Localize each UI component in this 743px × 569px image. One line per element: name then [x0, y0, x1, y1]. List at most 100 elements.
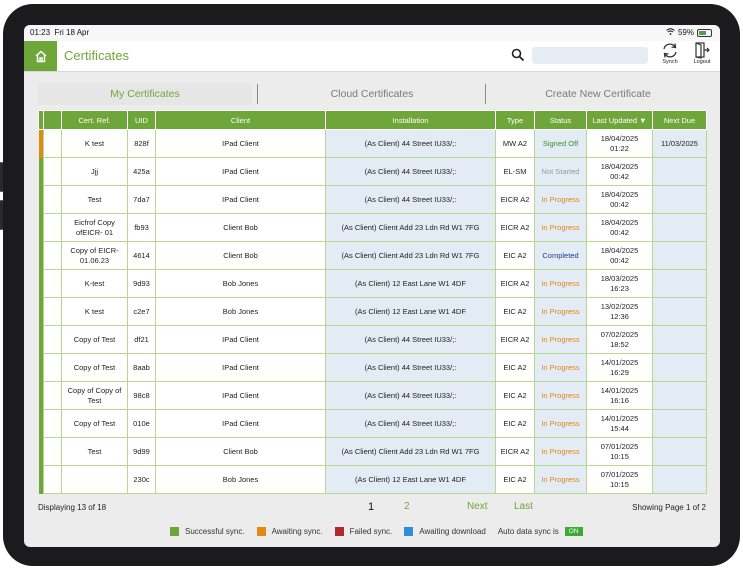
client-cell: IPad Client [155, 353, 326, 382]
logout-button[interactable]: Logout [688, 42, 716, 65]
client-cell: IPad Client [155, 325, 326, 354]
installation-cell: (As Client) 44 Street IU33/;: [325, 185, 496, 214]
uid-cell: 425a [127, 157, 156, 186]
column-header[interactable]: Next Due [652, 110, 707, 130]
row-spacer [43, 241, 62, 270]
cert-ref-cell: Test [61, 185, 128, 214]
sync-status-indicator [38, 269, 44, 298]
tab-cloud-certificates[interactable]: Cloud Certificates [330, 88, 414, 100]
table-row[interactable]: Test 7da7 IPad Client (As Client) 44 Street… [38, 185, 707, 214]
next-page-link[interactable]: Next [467, 501, 488, 512]
table-row[interactable]: Copy of Test 8aab IPad Client (As Client) 4… [38, 353, 707, 382]
status-cell: In Progress [534, 353, 587, 382]
auto-sync-label: Auto data sync is [497, 526, 559, 536]
column-header[interactable]: Installation [325, 110, 496, 130]
column-header[interactable]: Last Updated ▼ [586, 110, 653, 130]
status-cell: In Progress [534, 465, 587, 494]
row-spacer [43, 129, 62, 158]
type-cell: EICR A2 [495, 325, 535, 354]
client-cell: IPad Client [155, 129, 326, 158]
table-header-row: Cert. Ref. UID Client Installation Type … [38, 110, 707, 130]
uid-cell: fb93 [127, 213, 156, 242]
row-spacer [43, 157, 62, 186]
client-cell: IPad Client [155, 157, 326, 186]
client-cell: Bob Jones [155, 269, 326, 298]
installation-cell: (As Client) 44 Street IU33/;: [325, 129, 496, 158]
auto-sync-toggle[interactable]: ON [564, 526, 583, 536]
status-cell: Not Started [534, 157, 587, 186]
cert-ref-cell: K test [61, 297, 128, 326]
next-due-cell [652, 325, 707, 354]
home-button[interactable] [24, 41, 57, 71]
row-spacer [43, 325, 62, 354]
last-updated-cell: 07/01/2025 10:15 [586, 465, 653, 494]
last-updated-cell: 18/04/2025 01:22 [586, 129, 653, 158]
client-cell: Client Bob [155, 437, 326, 466]
status-cell: In Progress [534, 213, 587, 242]
client-cell: IPad Client [155, 381, 326, 410]
table-row[interactable]: Copy of Test df21 IPad Client (As Client) 4… [38, 325, 707, 354]
cert-ref-cell: Eicfrof Copy ofEICR- 01 [61, 213, 128, 242]
table-row[interactable]: Copy of Test 010e IPad Client (As Client) 4… [38, 409, 707, 438]
status-cell: In Progress [534, 185, 587, 214]
table-row[interactable]: Test 9d99 Client Bob (As Client) Client Add… [38, 437, 707, 466]
last-page-link[interactable]: Last [514, 501, 533, 512]
tab-create-new-certificate[interactable]: Create New Certificate [545, 88, 651, 100]
legend-item: Successful sync. [170, 526, 245, 536]
table-row[interactable]: K test 828f IPad Client (As Client) 44 Stre… [38, 129, 707, 158]
table-row[interactable]: 230c Bob Jones (As Client) 12 East Lane W1… [38, 465, 707, 494]
table-row[interactable]: K test c2e7 Bob Jones (As Client) 12 East L… [38, 297, 707, 326]
row-spacer [43, 353, 62, 382]
column-header[interactable]: UID [127, 110, 156, 130]
sync-status-indicator [38, 409, 44, 438]
battery-percent: 59% [677, 28, 694, 37]
table-row[interactable]: Copy of Copy of Test 98c8 IPad Client (As C… [38, 381, 707, 410]
type-cell: MW A2 [495, 129, 535, 158]
logout-icon [695, 42, 710, 59]
client-cell: Client Bob [155, 241, 326, 270]
sync-status-indicator [38, 381, 44, 410]
page-link-1[interactable]: 1 [368, 501, 375, 513]
tab-my-certificates[interactable]: My Certificates [38, 83, 252, 105]
client-cell: Bob Jones [155, 297, 326, 326]
page-title: Certificates [64, 48, 130, 63]
table-row[interactable]: K-test 9d93 Bob Jones (As Client) 12 East L… [38, 269, 707, 298]
column-header[interactable]: Type [495, 110, 535, 130]
nav-bar: Certificates Synch Logout [24, 41, 720, 72]
cert-ref-cell: Copy of Test [61, 409, 128, 438]
status-cell: In Progress [534, 325, 587, 354]
uid-cell: 7da7 [127, 185, 156, 214]
search-input[interactable] [532, 47, 648, 64]
wifi-icon [666, 28, 675, 37]
legend-swatch [404, 526, 414, 536]
table-row[interactable]: Jjj 425a IPad Client (As Client) 44 Street … [38, 157, 707, 186]
uid-cell: 9d99 [127, 437, 156, 466]
uid-cell: c2e7 [127, 297, 156, 326]
installation-cell: (As Client) Client Add 23 Ldn Rd W1 7FG [325, 241, 496, 270]
cert-ref-cell [61, 465, 128, 494]
table-row[interactable]: Copy of EICR- 01.06.23 4614 Client Bob (As … [38, 241, 707, 270]
page-link-2[interactable]: 2 [404, 501, 410, 512]
column-header[interactable]: Cert. Ref. [61, 110, 128, 130]
cert-ref-cell: K test [61, 129, 128, 158]
next-due-cell [652, 353, 707, 382]
legend-swatch [334, 526, 344, 536]
row-spacer [43, 409, 62, 438]
tab-divider [257, 84, 258, 104]
installation-cell: (As Client) Client Add 23 Ldn Rd W1 7FG [325, 213, 496, 242]
uid-cell: 828f [127, 129, 156, 158]
column-header[interactable]: Status [534, 110, 587, 130]
volume-button [0, 162, 3, 192]
synch-button[interactable]: Synch [656, 42, 684, 65]
search-icon[interactable] [511, 48, 525, 62]
table-row[interactable]: Eicfrof Copy ofEICR- 01 fb93 Client Bob (As… [38, 213, 707, 242]
row-spacer [43, 381, 62, 410]
uid-cell: 8aab [127, 353, 156, 382]
next-due-cell [652, 185, 707, 214]
client-cell: IPad Client [155, 185, 326, 214]
column-header[interactable]: Client [155, 110, 326, 130]
sync-status-indicator [38, 465, 44, 494]
sync-status-indicator [38, 353, 44, 382]
type-cell: EIC A2 [495, 241, 535, 270]
type-cell: EIC A2 [495, 353, 535, 382]
